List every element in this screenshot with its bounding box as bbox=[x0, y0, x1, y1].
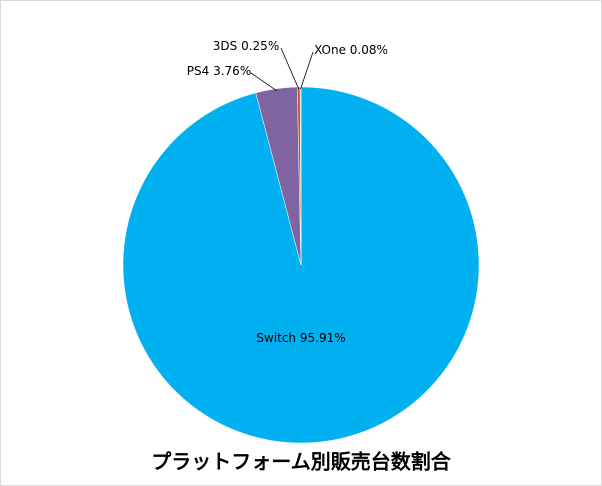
data-label: XOne 0.08% bbox=[314, 43, 388, 57]
leader-line bbox=[300, 51, 314, 90]
data-label-value: 0.08% bbox=[350, 43, 388, 57]
data-label-category: XOne bbox=[314, 43, 346, 57]
data-label: Switch 95.91% bbox=[256, 331, 345, 345]
data-label-value: 3.76% bbox=[213, 64, 251, 78]
data-label: PS4 3.76% bbox=[187, 64, 251, 78]
data-label-category: Switch bbox=[256, 331, 296, 345]
data-label: 3DS 0.25% bbox=[213, 39, 279, 53]
leader-line bbox=[250, 72, 277, 92]
leader-line bbox=[280, 47, 300, 90]
data-label-value: 95.91% bbox=[300, 331, 346, 345]
data-label-value: 0.25% bbox=[241, 39, 279, 53]
data-label-category: PS4 bbox=[187, 64, 210, 78]
chart-title: プラットフォーム別販売台数割合 bbox=[151, 450, 451, 474]
data-label-category: 3DS bbox=[213, 39, 238, 53]
